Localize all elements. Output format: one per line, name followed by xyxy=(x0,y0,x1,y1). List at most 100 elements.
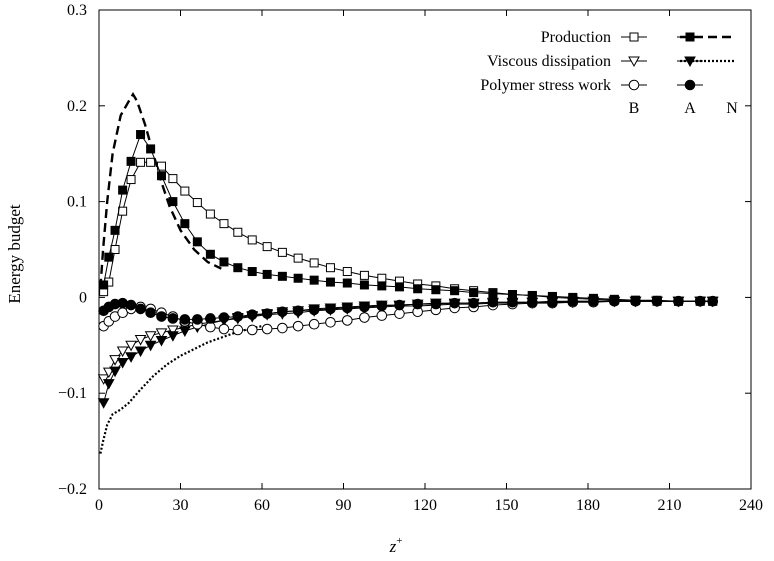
data-point xyxy=(247,235,257,245)
x-axis-label-main: z xyxy=(389,537,397,556)
data-point xyxy=(377,273,387,283)
data-point xyxy=(134,346,147,358)
data-point xyxy=(247,267,257,277)
data-point xyxy=(156,311,167,322)
data-point xyxy=(342,302,353,314)
data-point xyxy=(118,185,128,195)
data-point xyxy=(205,313,216,324)
series-line xyxy=(103,133,713,302)
x-tick-label: 210 xyxy=(658,497,682,514)
data-point xyxy=(308,318,320,330)
legend-label: Production xyxy=(541,29,611,46)
data-point xyxy=(146,157,156,167)
y-tick-label: 0.3 xyxy=(67,2,87,19)
plot-border xyxy=(98,9,752,490)
data-point xyxy=(277,271,287,281)
data-point xyxy=(110,225,120,235)
y-tick-label: 0 xyxy=(79,289,87,306)
series-line xyxy=(103,161,713,302)
data-point xyxy=(292,320,304,332)
data-point xyxy=(325,277,335,287)
data-point xyxy=(125,340,137,352)
data-point xyxy=(218,323,230,335)
data-point xyxy=(449,297,460,309)
x-tick-label: 180 xyxy=(576,497,600,514)
data-point xyxy=(308,304,320,316)
data-point xyxy=(192,237,202,247)
data-point xyxy=(116,358,129,369)
data-point xyxy=(246,324,258,336)
data-point xyxy=(167,313,179,324)
data-point xyxy=(468,297,479,309)
data-point xyxy=(527,296,538,308)
legend-marker-b xyxy=(628,56,640,68)
data-point xyxy=(342,278,352,288)
data-point xyxy=(126,156,136,166)
data-point xyxy=(109,355,121,366)
series-viscous-dissipation-b xyxy=(97,296,719,385)
legend-label: Viscous dissipation xyxy=(487,53,611,70)
data-point xyxy=(219,257,229,267)
data-point xyxy=(144,340,157,352)
data-point xyxy=(155,336,168,347)
data-point xyxy=(277,247,287,257)
data-point xyxy=(104,252,114,262)
series-line xyxy=(99,325,263,454)
legend-column-label: A xyxy=(684,100,696,117)
data-point xyxy=(262,242,272,252)
x-tick-label: 30 xyxy=(173,497,189,514)
data-point xyxy=(488,289,498,299)
data-point xyxy=(178,326,191,337)
series-line xyxy=(103,300,713,320)
data-point xyxy=(232,311,244,322)
legend-column-label: N xyxy=(726,100,738,117)
data-point xyxy=(359,301,370,313)
y-tick-label: 0.2 xyxy=(67,98,87,115)
data-point xyxy=(136,157,146,167)
data-point xyxy=(192,198,202,208)
data-point xyxy=(232,324,244,336)
legend-marker-b xyxy=(628,79,640,91)
axes: 0 30 60 90 120 150 180 210 240 −0.2 −0.1 0 0.1 0.2 0.3 xyxy=(58,2,763,514)
data-point xyxy=(292,305,304,317)
series-polymer-stress-work-a xyxy=(98,295,718,325)
data-point xyxy=(145,307,156,319)
data-point xyxy=(125,352,137,363)
data-point xyxy=(118,206,128,216)
data-point xyxy=(376,310,388,321)
data-point xyxy=(246,309,258,320)
x-tick-label: 90 xyxy=(336,497,352,514)
series-production-n xyxy=(99,91,222,288)
data-point xyxy=(155,328,168,339)
data-point xyxy=(342,315,353,326)
data-point xyxy=(233,227,243,237)
data-point xyxy=(309,258,319,268)
data-point xyxy=(219,219,229,229)
data-point xyxy=(325,317,336,328)
data-point xyxy=(293,273,303,283)
data-point xyxy=(694,295,706,307)
data-point xyxy=(293,253,303,263)
data-point xyxy=(167,325,179,337)
data-point xyxy=(109,366,121,378)
data-point xyxy=(487,296,499,308)
data-point xyxy=(673,295,684,307)
data-point xyxy=(567,295,579,307)
data-point xyxy=(205,209,215,219)
data-point xyxy=(325,263,335,273)
series-line xyxy=(103,300,713,331)
data-point xyxy=(205,249,215,259)
y-axis-label: Energy budget xyxy=(5,204,24,304)
legend-marker-b xyxy=(629,32,639,42)
legend-column-label: B xyxy=(629,100,640,117)
data-point xyxy=(262,269,272,279)
data-point xyxy=(233,263,243,273)
data-point xyxy=(180,219,190,229)
data-point xyxy=(469,288,479,298)
x-tick-label: 120 xyxy=(413,497,437,514)
data-point xyxy=(134,335,147,346)
data-point xyxy=(609,295,620,307)
series-viscous-dissipation-a xyxy=(97,296,719,409)
data-point xyxy=(136,130,146,140)
data-point xyxy=(430,298,442,310)
